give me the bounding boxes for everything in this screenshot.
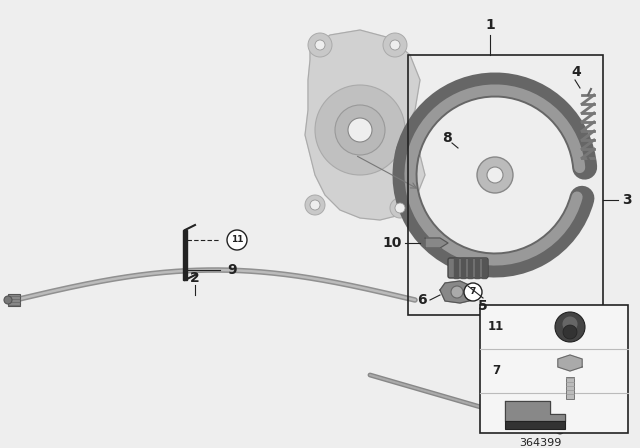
Circle shape — [395, 203, 405, 213]
Circle shape — [315, 40, 325, 50]
Circle shape — [335, 105, 385, 155]
Bar — [480, 305, 628, 433]
Text: 2: 2 — [190, 271, 200, 285]
Circle shape — [477, 157, 513, 193]
Text: 11: 11 — [231, 236, 243, 245]
Circle shape — [390, 40, 400, 50]
Bar — [8, 294, 20, 306]
Circle shape — [383, 33, 407, 57]
Circle shape — [305, 195, 325, 215]
Bar — [482, 258, 486, 278]
Bar — [468, 258, 472, 278]
Bar — [505, 421, 565, 429]
Text: 10: 10 — [382, 236, 402, 250]
Bar — [408, 55, 603, 315]
Text: 7: 7 — [470, 288, 476, 297]
Bar — [461, 258, 465, 278]
Polygon shape — [558, 355, 582, 371]
Circle shape — [562, 316, 578, 332]
Circle shape — [348, 118, 372, 142]
Circle shape — [451, 286, 463, 298]
Polygon shape — [440, 281, 473, 303]
Circle shape — [227, 230, 247, 250]
Polygon shape — [425, 238, 448, 248]
Circle shape — [556, 426, 564, 434]
Circle shape — [563, 325, 577, 339]
Text: 9: 9 — [227, 263, 237, 277]
Text: 5: 5 — [478, 299, 488, 313]
Text: 11: 11 — [488, 320, 504, 333]
Bar — [475, 258, 479, 278]
Text: 364399: 364399 — [519, 438, 561, 448]
Text: 6: 6 — [417, 293, 427, 307]
Text: 7: 7 — [492, 365, 500, 378]
Circle shape — [310, 200, 320, 210]
Text: 4: 4 — [571, 65, 581, 79]
Circle shape — [390, 198, 410, 218]
Text: 1: 1 — [485, 18, 495, 32]
Bar — [454, 258, 458, 278]
Circle shape — [4, 296, 12, 304]
Circle shape — [487, 167, 503, 183]
FancyBboxPatch shape — [448, 258, 488, 278]
Circle shape — [555, 312, 585, 342]
Polygon shape — [183, 230, 187, 280]
Text: 3: 3 — [622, 193, 632, 207]
Bar — [566, 377, 574, 399]
Circle shape — [308, 33, 332, 57]
Text: 8: 8 — [442, 131, 452, 145]
Circle shape — [464, 283, 482, 301]
Polygon shape — [505, 401, 565, 421]
Polygon shape — [305, 30, 425, 220]
Circle shape — [315, 85, 405, 175]
